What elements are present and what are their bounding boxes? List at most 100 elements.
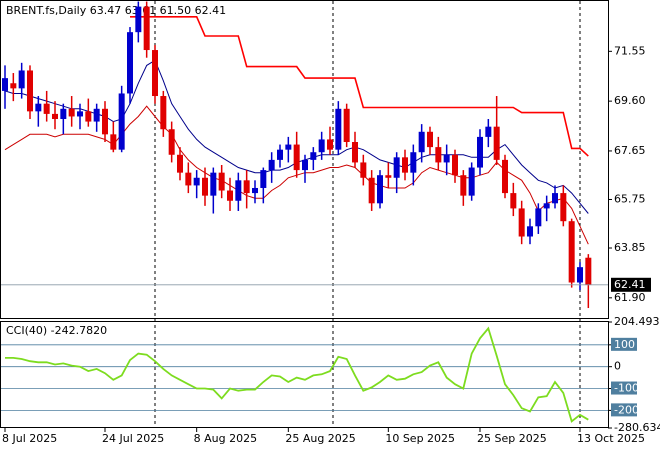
candle-body xyxy=(560,193,567,222)
candle-body xyxy=(52,113,58,120)
candle-body xyxy=(260,170,267,188)
y-tick-label: 65.75 xyxy=(614,192,646,205)
x-tick-label: 10 Sep 2025 xyxy=(385,432,455,445)
candle-body xyxy=(585,257,592,285)
candle-body xyxy=(168,129,175,155)
candle-body xyxy=(268,159,275,171)
candle-body xyxy=(343,108,350,143)
candle-body xyxy=(352,142,358,163)
candle-body xyxy=(493,126,500,160)
candle-body xyxy=(377,175,383,204)
candle-body xyxy=(552,193,558,204)
candle-body xyxy=(527,226,533,237)
x-tick-label: 25 Aug 2025 xyxy=(285,432,355,445)
last-price-label: 62.41 xyxy=(614,278,646,291)
candle-body xyxy=(77,111,83,117)
candle-body xyxy=(543,203,550,209)
candle-body xyxy=(210,172,217,196)
candle-body xyxy=(102,108,108,135)
candle-body xyxy=(85,111,92,122)
level-box xyxy=(611,403,637,417)
candle-body xyxy=(443,154,450,163)
candle-body xyxy=(2,78,8,91)
candle-body xyxy=(27,70,33,112)
candle-body xyxy=(368,177,375,204)
candle-body xyxy=(218,172,225,191)
candle-body xyxy=(502,159,508,194)
candle-body xyxy=(243,180,250,194)
candle-body xyxy=(277,149,283,160)
x-tick-label: 24 Jul 2025 xyxy=(102,432,164,445)
candle-body xyxy=(568,221,575,283)
candle-body xyxy=(485,126,492,137)
x-tick-label: 25 Sep 2025 xyxy=(477,432,547,445)
level-box xyxy=(611,337,637,351)
candle-body xyxy=(10,83,17,89)
candle-body xyxy=(18,70,25,89)
y-tick-label: -280.634 xyxy=(614,421,660,434)
candle-body xyxy=(510,193,517,209)
candle-body xyxy=(452,154,458,176)
x-tick-label: 8 Jul 2025 xyxy=(2,432,57,445)
candle-body xyxy=(518,208,525,237)
y-tick-label: 204.493 xyxy=(614,315,660,328)
candle-body xyxy=(427,131,433,148)
last-price-box xyxy=(611,277,651,292)
chart-title: BRENT.fs,Daily 63.47 63.61 61.50 62.41 xyxy=(6,4,226,17)
candle-body xyxy=(393,157,400,178)
candle-body xyxy=(402,157,408,173)
candle-body xyxy=(127,32,133,94)
candle-body xyxy=(468,167,475,196)
price-panel xyxy=(0,0,609,319)
candle-body xyxy=(118,93,125,150)
indicator-title: CCI(40) -242.7820 xyxy=(6,324,107,337)
candle-body xyxy=(460,175,467,196)
candle-body xyxy=(93,108,100,122)
candle-body xyxy=(135,6,142,33)
candle-body xyxy=(235,180,242,201)
cci-line xyxy=(5,326,589,423)
candle-body xyxy=(435,147,442,163)
y-tick-label: 71.55 xyxy=(614,44,646,57)
candle-body xyxy=(477,136,483,168)
y-tick-label: 63.85 xyxy=(614,241,646,254)
y-tick-label: 100 xyxy=(614,338,635,351)
y-tick-label: 61.90 xyxy=(614,291,646,304)
candle-body xyxy=(577,267,583,283)
candle-body xyxy=(143,6,150,51)
candle-body xyxy=(43,103,50,114)
candle-body xyxy=(418,131,425,153)
candle-body xyxy=(385,175,392,178)
candle-body xyxy=(160,96,167,130)
candle-body xyxy=(360,162,367,178)
y-tick-label: 0 xyxy=(614,360,621,373)
candle-body xyxy=(410,152,417,173)
y-tick-label: -200 xyxy=(614,403,639,416)
y-tick-label: 67.65 xyxy=(614,144,646,157)
candle-body xyxy=(60,108,67,120)
candle-body xyxy=(110,134,117,150)
candle-body xyxy=(193,177,200,186)
candle-body xyxy=(535,208,542,227)
candle-body xyxy=(177,154,183,173)
candle-body xyxy=(285,144,292,150)
x-tick-label: 8 Aug 2025 xyxy=(194,432,257,445)
candle-body xyxy=(327,139,333,150)
candle-body xyxy=(302,159,308,171)
candle-body xyxy=(185,172,192,186)
candle-body xyxy=(227,190,233,201)
candle-body xyxy=(335,108,342,150)
candle-body xyxy=(68,108,75,117)
separators xyxy=(154,1,581,427)
candle-body xyxy=(310,152,317,160)
candle-body xyxy=(293,144,300,171)
y-tick-label: 69.60 xyxy=(614,94,646,107)
candle-body xyxy=(202,177,208,196)
y-tick-label: -100 xyxy=(614,382,639,395)
candle-body xyxy=(152,50,158,97)
candle-body xyxy=(252,187,258,194)
indicator-line xyxy=(130,16,589,157)
x-tick-label: 13 Oct 2025 xyxy=(577,432,645,445)
cci-panel xyxy=(0,321,609,428)
